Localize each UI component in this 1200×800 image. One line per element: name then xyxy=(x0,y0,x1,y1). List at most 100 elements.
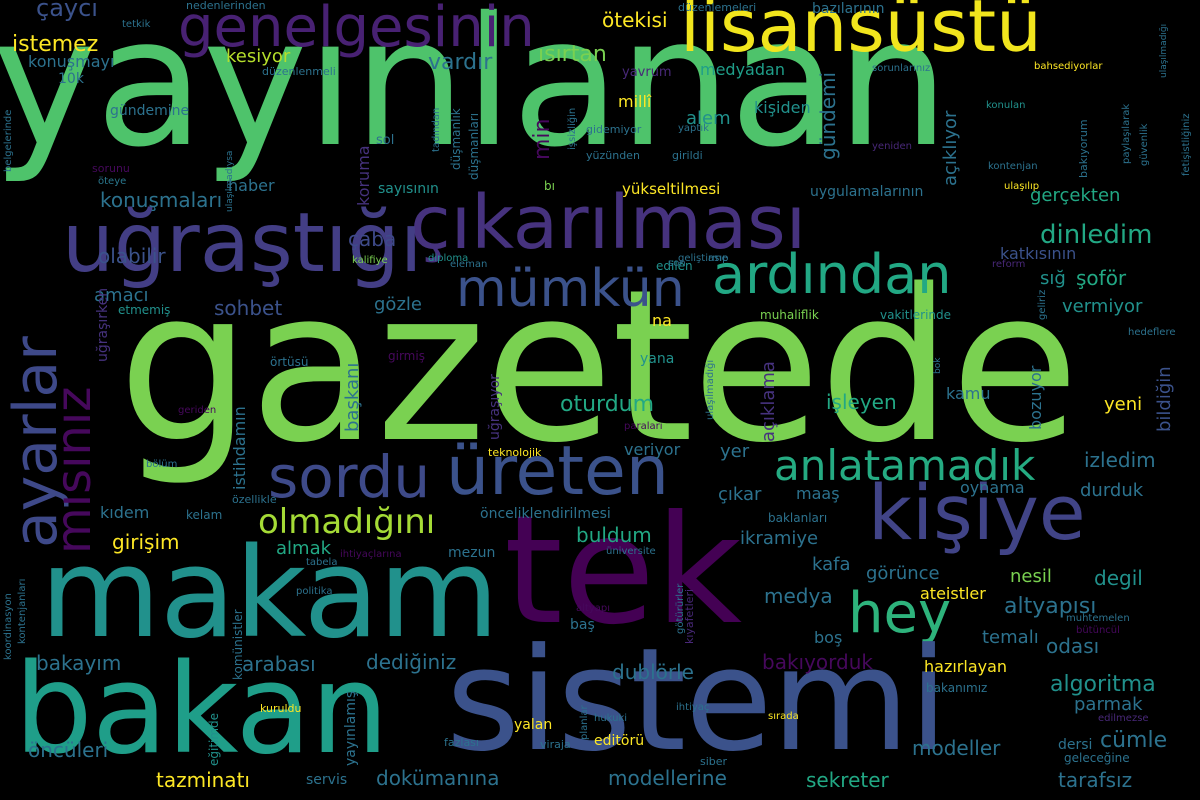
word: dokümanına xyxy=(376,766,500,790)
word: baş xyxy=(570,617,595,633)
word: uğraşıyor xyxy=(487,374,503,440)
word: sistemi xyxy=(446,618,948,783)
word: bakıyorum xyxy=(1077,119,1090,178)
word: dediğiniz xyxy=(366,650,457,674)
word: kıdem xyxy=(100,503,150,522)
word: kesiyor xyxy=(226,46,291,67)
word: ulaşılmadığı xyxy=(705,359,716,420)
word: kalifiye xyxy=(352,255,388,266)
word: bakıyorduk xyxy=(762,650,873,674)
word: kafa xyxy=(812,554,851,575)
word: öteye xyxy=(98,176,127,187)
word: güvenlik xyxy=(1139,123,1150,166)
word: bakan xyxy=(14,638,389,782)
word: hukuki xyxy=(594,713,628,724)
word: katkısının xyxy=(1000,244,1077,263)
word: sol xyxy=(376,133,395,148)
word: medyadan xyxy=(700,60,785,79)
word: vermiyor xyxy=(1062,296,1143,317)
word: muhaliflik xyxy=(760,308,819,322)
word: edilmezse xyxy=(1098,713,1149,724)
word: gündemi xyxy=(816,71,840,160)
word: istihdamın xyxy=(230,406,249,490)
word: koordinasyon xyxy=(3,593,14,660)
word: mezun xyxy=(448,545,496,561)
word: bı xyxy=(544,179,555,193)
word: kişiden xyxy=(754,98,811,117)
word: anlatamadık xyxy=(774,441,1036,490)
word: yalan xyxy=(514,717,553,733)
word: politika xyxy=(296,586,333,597)
word: yeniden xyxy=(872,141,913,152)
word: nesil xyxy=(1010,566,1052,587)
word: mısınız xyxy=(46,386,102,554)
word: algoritma xyxy=(1050,672,1156,697)
word: yana xyxy=(640,351,675,367)
word: bütüncül xyxy=(1076,625,1120,636)
word: eğitimde xyxy=(207,712,221,766)
word: ikramiye xyxy=(740,528,819,549)
word: girişim xyxy=(112,530,180,554)
word: ulaşılıp xyxy=(1004,181,1040,192)
word: son xyxy=(668,258,686,269)
word: sordu xyxy=(268,443,431,511)
word: tazminatı xyxy=(156,768,250,792)
word: modeller xyxy=(912,736,1001,760)
word: geleceğine xyxy=(1064,751,1130,765)
word: görünce xyxy=(866,563,940,584)
word: haber xyxy=(228,176,275,195)
word: buldum xyxy=(576,523,652,547)
word: makam xyxy=(40,522,499,666)
word: çaycı xyxy=(36,0,98,22)
word: ardından xyxy=(712,243,952,306)
word: paraları xyxy=(624,421,663,432)
word: ateistler xyxy=(920,584,986,603)
word: konuşmaları xyxy=(100,188,223,212)
word: uğraşırken xyxy=(95,287,111,362)
word: min xyxy=(530,118,555,161)
word: sorunu xyxy=(92,162,130,175)
word: düzenlemeleri xyxy=(678,1,757,14)
word: sekreter xyxy=(806,768,889,792)
word: düzenlenmeli xyxy=(262,65,336,78)
word: uygulamalarının xyxy=(810,184,924,200)
word: uğraştığı xyxy=(62,196,423,291)
word: yavrum xyxy=(622,65,672,80)
word: eleman xyxy=(450,259,488,270)
word: gidemiyor xyxy=(586,123,642,136)
word: kamu xyxy=(946,384,991,403)
word: yükseltilmesi xyxy=(622,180,721,198)
word: başkanı xyxy=(342,362,363,432)
word: olmadığını xyxy=(258,502,436,542)
word: na xyxy=(652,311,672,330)
word: götürürler xyxy=(675,583,686,634)
word: açıklıyor xyxy=(940,110,961,186)
word: parmak xyxy=(1074,694,1143,715)
word: yüzünden xyxy=(586,149,640,162)
word: gerçekten xyxy=(1030,185,1121,206)
word: diploma xyxy=(428,253,469,264)
word: altyapısı xyxy=(1004,594,1097,619)
word: oynama xyxy=(960,478,1025,497)
word: yayınlanan xyxy=(0,0,949,186)
word: planlar xyxy=(579,705,590,740)
word: kelam xyxy=(186,508,223,522)
word: önceliklendirilmesi xyxy=(480,506,611,522)
word: hedeflere xyxy=(1128,327,1176,338)
word: üniversite xyxy=(606,546,656,557)
word: özellikle xyxy=(232,493,277,506)
word: şoför xyxy=(1076,266,1127,290)
word: gözle xyxy=(374,294,422,315)
word: editörü xyxy=(594,733,645,749)
word: vardır xyxy=(428,50,493,75)
word: düşmanlık xyxy=(449,108,463,170)
word: bildiğin xyxy=(1154,366,1175,432)
word: fazlası xyxy=(444,736,479,749)
word: millî xyxy=(618,92,652,111)
word: ulaşılmadığı xyxy=(1159,23,1169,78)
word: odası xyxy=(1046,634,1100,658)
word: muhtemelen xyxy=(1066,613,1130,624)
word: kuruldu xyxy=(260,702,302,715)
word: girildi xyxy=(672,149,703,162)
